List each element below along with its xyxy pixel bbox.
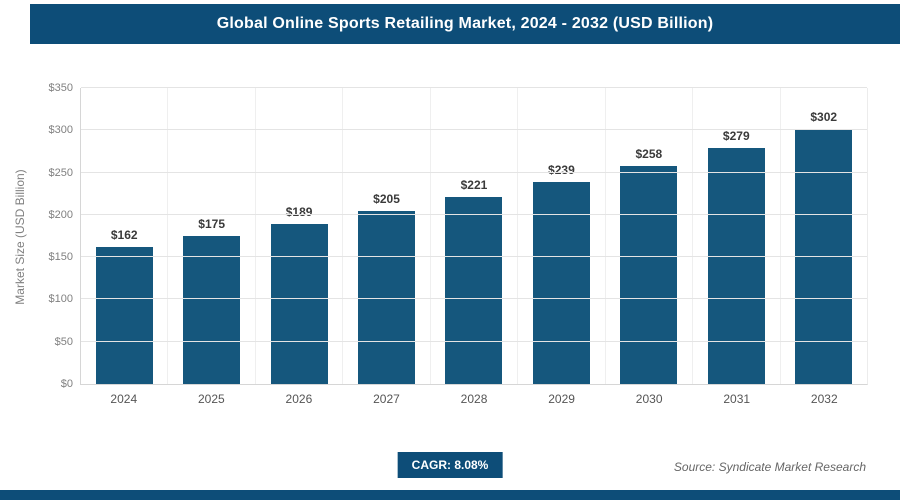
- bar-slot: $221: [431, 88, 519, 384]
- x-tick-label: 2031: [723, 392, 751, 406]
- bar: [707, 148, 765, 384]
- bar: [270, 224, 328, 384]
- bar-value-label: $221: [460, 178, 488, 193]
- plot-area: $162 $175 $189 $205 $221 $239 $258 $279 $302 $0 $…: [49, 82, 868, 390]
- bar: [95, 247, 153, 384]
- x-tick-label: 2032: [810, 392, 838, 406]
- bar-value-label: $258: [635, 146, 663, 161]
- footer-accent-bar: [0, 490, 900, 500]
- bar: [183, 236, 241, 384]
- y-tick-label: $200: [48, 208, 73, 221]
- gridline: [81, 171, 867, 173]
- gridline: [81, 129, 867, 131]
- y-axis-title: Market Size (USD Billion): [13, 169, 27, 305]
- source-attribution: Source: Syndicate Market Research: [673, 460, 866, 474]
- bar-slot: $205: [343, 88, 431, 384]
- gridline: [81, 298, 867, 300]
- y-tick-label: $50: [54, 335, 73, 348]
- bar-slot: $279: [693, 88, 781, 384]
- y-tick-label: $300: [48, 124, 73, 137]
- y-tick-label: $250: [48, 166, 73, 179]
- x-tick-label: 2028: [460, 392, 488, 406]
- bar-slot: $302: [781, 88, 867, 384]
- y-tick-label: $150: [48, 251, 73, 264]
- gridline: [81, 340, 867, 342]
- bar-value-label: $189: [285, 205, 313, 220]
- y-tick-label: $0: [60, 378, 73, 390]
- y-tick-label: $350: [48, 82, 73, 94]
- gridline: [81, 213, 867, 215]
- chart-title-bar: Global Online Sports Retailing Market, 2…: [30, 4, 900, 44]
- bar-slot: $189: [256, 88, 344, 384]
- cagr-badge: CAGR: 8.08%: [397, 452, 503, 478]
- x-tick-label: 2024: [110, 392, 138, 406]
- x-tick-label: 2025: [197, 392, 225, 406]
- bar-value-label: $162: [110, 228, 138, 242]
- bar-slot: $258: [606, 88, 694, 384]
- bar-slot: $162: [81, 88, 169, 384]
- bar-slot: $175: [168, 88, 256, 384]
- gridline: [81, 87, 867, 88]
- bar-value-label: $239: [548, 162, 575, 177]
- x-tick-label: 2027: [373, 392, 400, 406]
- bar: [532, 181, 590, 384]
- bar-value-label: $302: [810, 109, 838, 124]
- bar: [358, 210, 416, 384]
- gridline: [81, 256, 867, 258]
- bar-value-label: $279: [722, 129, 750, 144]
- chart-title: Global Online Sports Retailing Market, 2…: [216, 15, 714, 32]
- bar: [445, 197, 503, 384]
- bar: [620, 165, 678, 384]
- x-axis: 2024 2025 2026 2027 2028 2029 2030 2031 2032: [80, 392, 868, 406]
- x-tick-label: 2026: [285, 392, 313, 406]
- bar-value-label: $205: [373, 191, 400, 206]
- bars-row: $162 $175 $189 $205 $221 $239 $258 $279 $302: [81, 88, 867, 384]
- x-tick-label: 2030: [635, 392, 663, 406]
- x-tick-label: 2029: [548, 392, 575, 406]
- y-tick-label: $100: [48, 293, 73, 306]
- bar-slot: $239: [518, 88, 606, 384]
- bar-value-label: $175: [198, 217, 225, 231]
